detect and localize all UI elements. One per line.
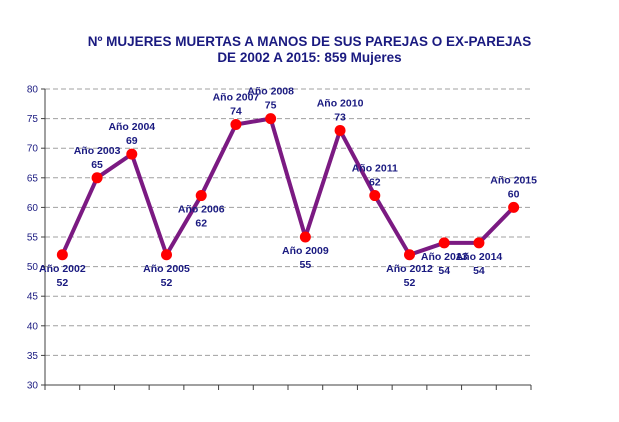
data-label-value: 69	[126, 135, 138, 147]
data-label-value: 73	[334, 111, 346, 123]
data-label-value: 62	[195, 218, 207, 230]
data-point	[438, 237, 450, 249]
data-point	[56, 249, 68, 261]
data-label-year: Año 2007	[213, 92, 260, 104]
data-label-value: 74	[230, 106, 242, 118]
y-tick-label: 55	[27, 233, 39, 244]
y-tick-label: 50	[27, 262, 39, 273]
y-tick-label: 70	[27, 144, 39, 155]
data-label-year: Año 2011	[352, 163, 398, 175]
data-point	[404, 249, 415, 261]
data-label-year: Año 2010	[317, 97, 364, 109]
y-tick-label: 30	[27, 381, 39, 392]
data-point	[508, 201, 520, 213]
data-label-year: Año 2004	[108, 121, 155, 133]
data-point	[195, 190, 207, 202]
data-label-value: 75	[265, 100, 277, 112]
data-label-year: Año 2002	[39, 263, 86, 275]
data-label-value: 54	[473, 265, 485, 277]
y-tick-label: 65	[27, 173, 39, 184]
data-label-year: Año 2014	[456, 251, 503, 263]
y-tick-label: 80	[27, 85, 39, 96]
chart-subtitle: DE 2002 A 2015: 859 Mujeres	[217, 50, 402, 65]
y-tick-label: 75	[27, 114, 39, 125]
y-tick-label: 45	[27, 292, 39, 303]
data-label-value: 62	[369, 177, 381, 189]
data-point	[299, 231, 311, 243]
data-label-year: Año 2005	[143, 263, 190, 275]
y-tick-label: 40	[27, 321, 39, 332]
data-label-year: Año 2008	[247, 86, 294, 98]
data-point	[334, 124, 346, 136]
data-label-value: 52	[404, 277, 416, 289]
y-tick-label: 60	[27, 203, 39, 214]
data-label-year: Año 2012	[386, 263, 433, 275]
series-line	[60, 116, 516, 257]
chart-title: Nº MUJERES MUERTAS A MANOS DE SUS PAREJA…	[87, 34, 532, 49]
data-label-year: Año 2009	[282, 245, 329, 257]
data-label-value: 60	[508, 188, 520, 200]
data-label-year: Año 2006	[178, 204, 225, 216]
y-tick-label: 35	[27, 351, 39, 362]
chart-title-block: Nº MUJERES MUERTAS A MANOS DE SUS PAREJA…	[0, 34, 619, 66]
data-label-year: Año 2013	[421, 251, 468, 263]
data-label-value: 52	[57, 277, 69, 289]
data-label-year: Año 2015	[490, 174, 537, 186]
data-point	[265, 113, 277, 125]
data-label-year: Año 2003	[74, 145, 121, 157]
data-label-value: 55	[300, 259, 312, 271]
data-point	[161, 249, 172, 261]
data-label-value: 65	[91, 159, 103, 171]
data-point	[91, 172, 103, 184]
data-label-value: 52	[161, 277, 173, 289]
data-point	[230, 119, 242, 131]
data-label-value: 54	[438, 265, 450, 277]
data-point	[473, 237, 485, 249]
data-point	[126, 148, 138, 160]
data-point	[369, 190, 381, 202]
